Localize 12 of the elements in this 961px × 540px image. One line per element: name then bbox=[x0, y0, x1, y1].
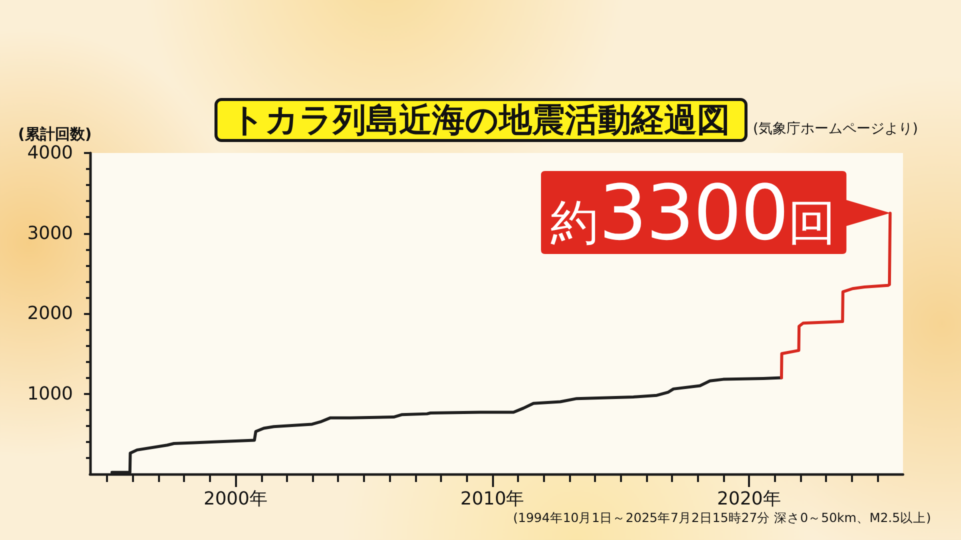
y-tick-label: 3000 bbox=[27, 222, 73, 244]
x-tick-label: 2000年 bbox=[204, 488, 268, 510]
annotation: 約3300回 bbox=[550, 168, 836, 258]
chart-title: トカラ列島近海の地震活動経過図 bbox=[214, 98, 747, 142]
y-tick-label: 2000 bbox=[27, 303, 73, 324]
text: (気象庁ホームページより) bbox=[753, 120, 918, 138]
text: (1994年10月1日～2025年7月2日15時27分 深さ0～50km、M2.5以上) bbox=[513, 510, 931, 527]
y-tick-label: 1000 bbox=[27, 383, 73, 404]
y-tick-label: 4000 bbox=[27, 142, 73, 164]
y-axis-title: (累計回数) bbox=[18, 125, 92, 144]
x-tick-label: 2010年 bbox=[460, 488, 524, 510]
x-tick-label: 2020年 bbox=[717, 488, 781, 510]
